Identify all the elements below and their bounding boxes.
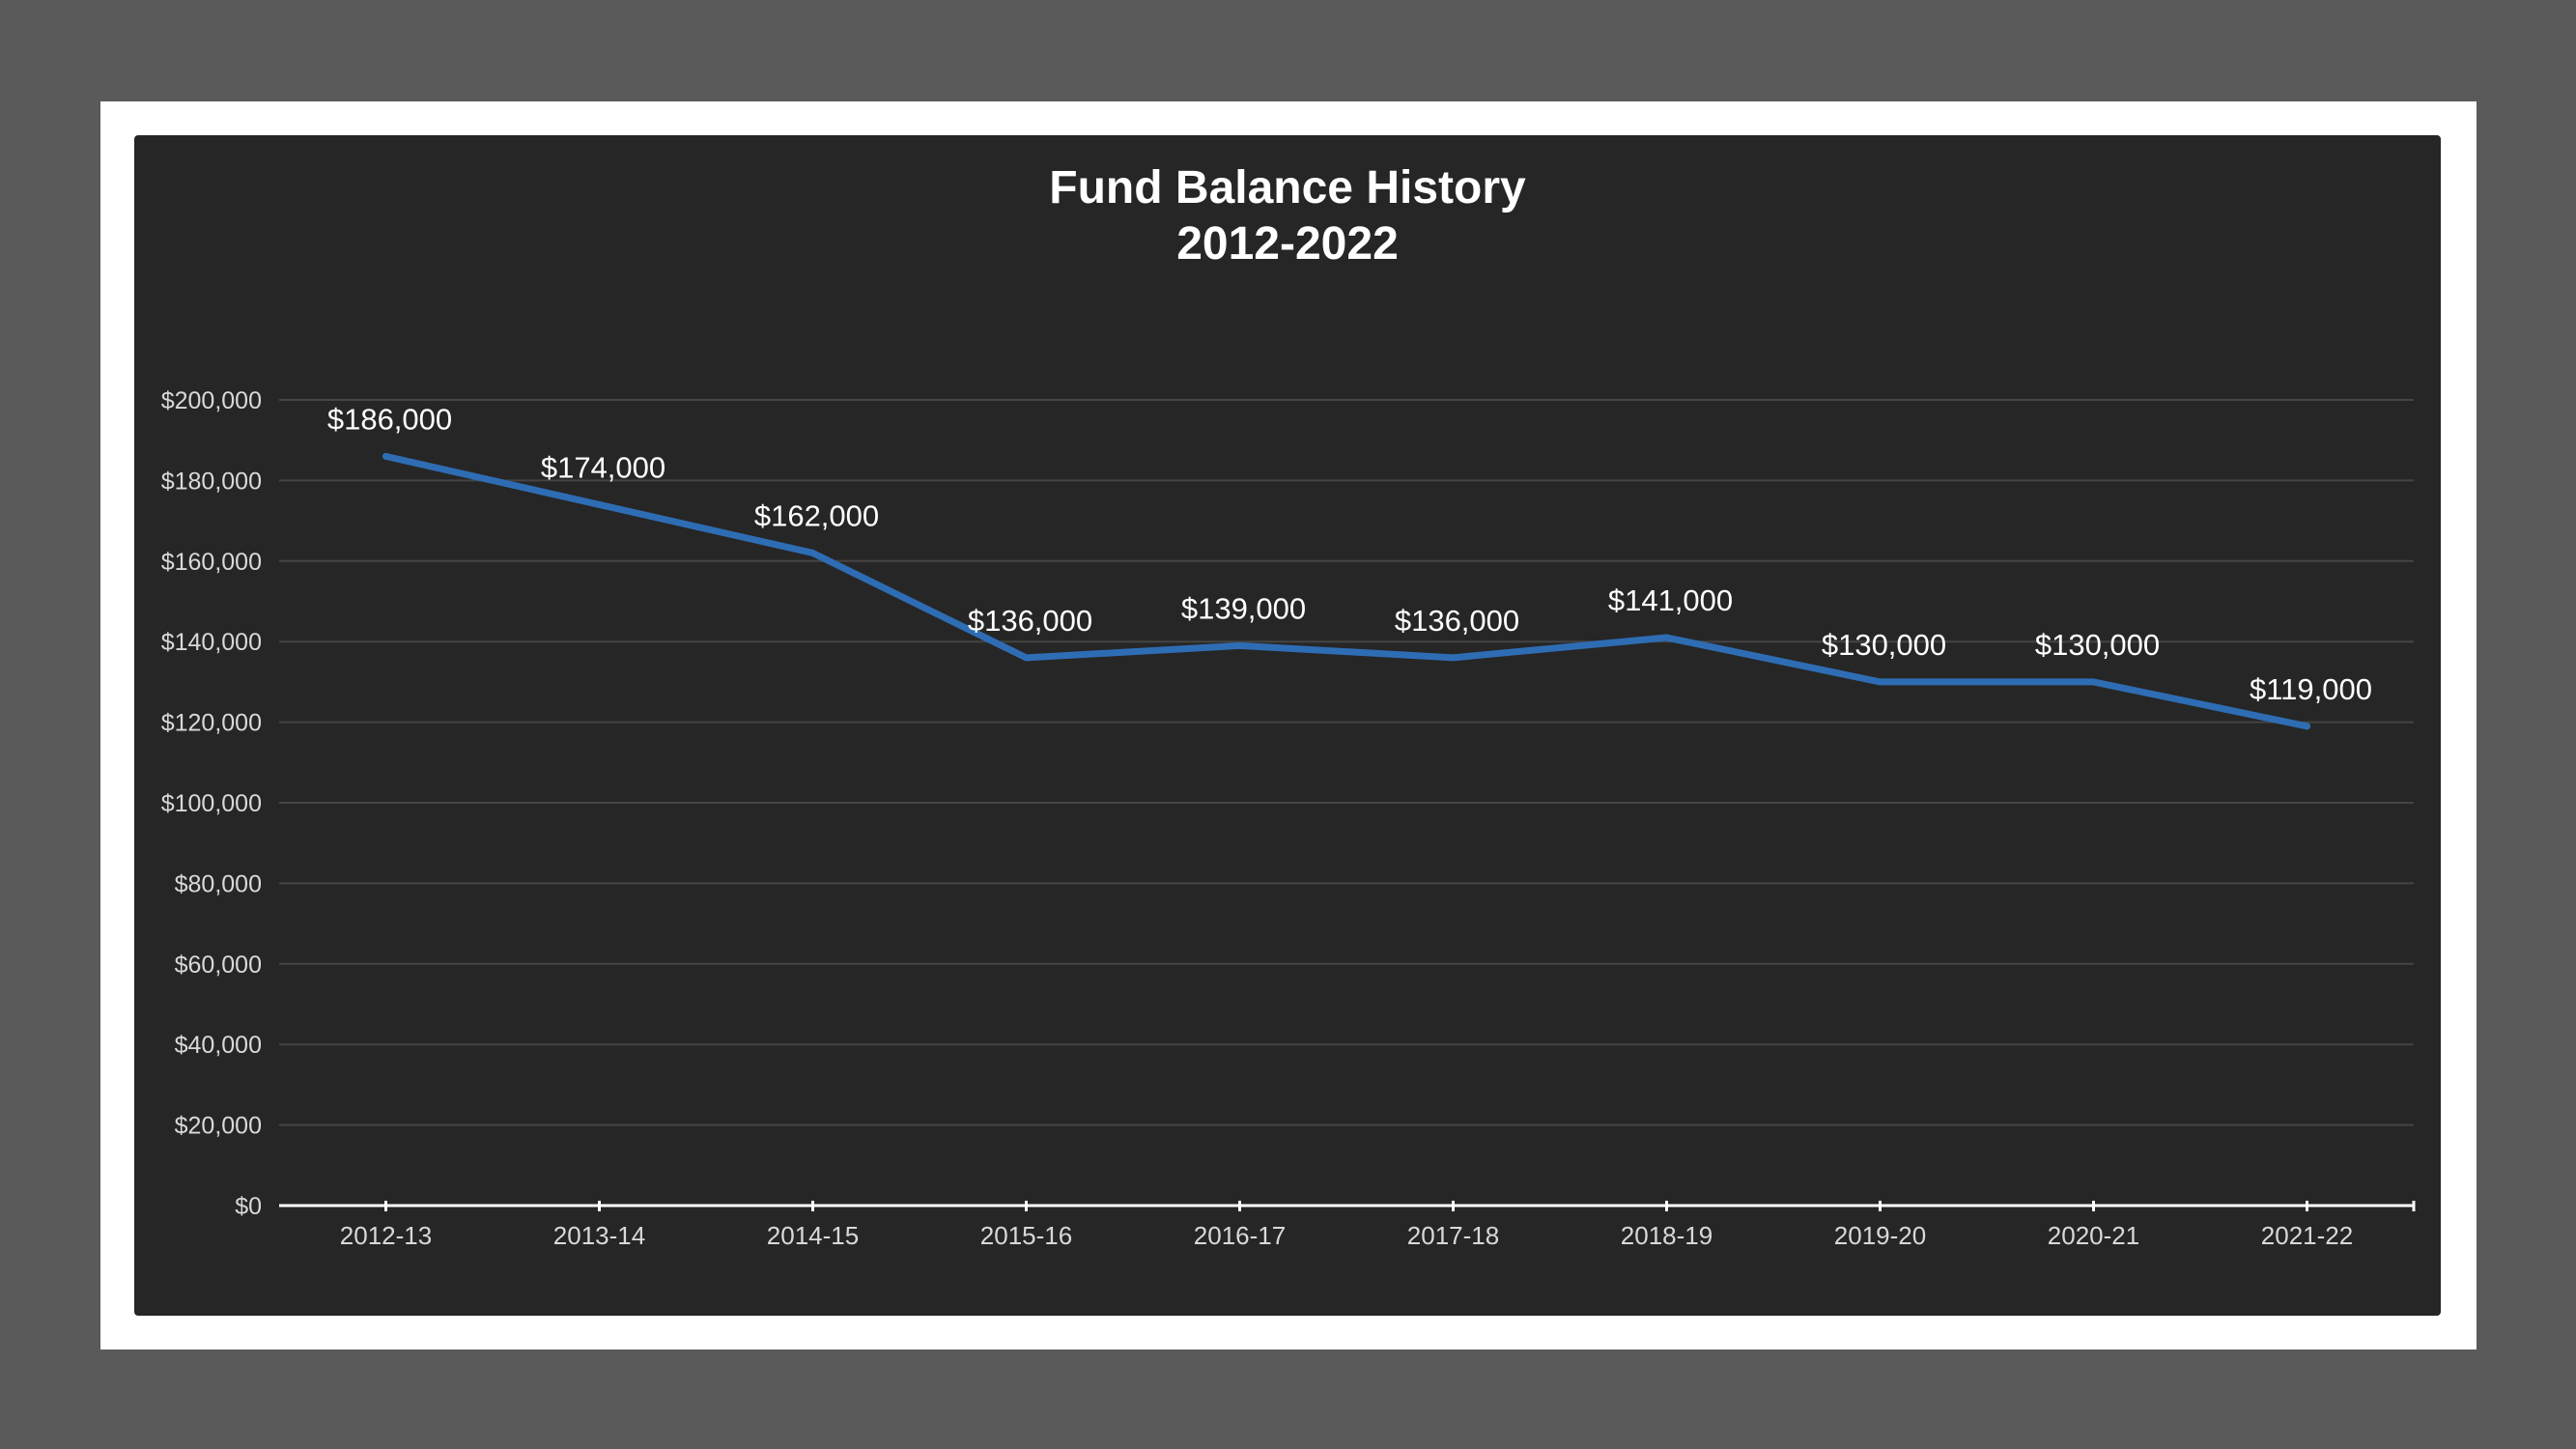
chart-title: Fund Balance History 2012-2022 (134, 160, 2441, 272)
chart-area: Fund Balance History 2012-2022 $0 $20,000… (134, 135, 2441, 1316)
x-tick-label: 2015-16 (980, 1221, 1072, 1250)
y-tick-label: $0 (235, 1193, 262, 1220)
x-tick-label: 2020-21 (2048, 1221, 2139, 1250)
x-tick-label: 2016-17 (1194, 1221, 1286, 1250)
data-point (596, 500, 603, 508)
x-tick-label: 2013-14 (553, 1221, 645, 1250)
y-tick-label: $40,000 (175, 1032, 262, 1059)
data-label: $141,000 (1608, 583, 1733, 617)
x-tick-label: 2019-20 (1834, 1221, 1926, 1250)
gridlines (279, 399, 2414, 1126)
data-point (1023, 654, 1030, 662)
chart-title-line2: 2012-2022 (1176, 218, 1399, 270)
data-label: $174,000 (541, 450, 665, 484)
data-label: $130,000 (2035, 628, 2160, 662)
y-tick-label: $20,000 (175, 1113, 262, 1140)
data-label: $186,000 (327, 402, 452, 436)
data-labels: $186,000 $174,000 $162,000 $136,000 $139,000… (327, 402, 2372, 705)
data-point (809, 549, 816, 556)
data-label: $139,000 (1181, 591, 1306, 625)
chart-title-line1: Fund Balance History (1049, 162, 1526, 213)
y-tick-label: $100,000 (161, 790, 262, 817)
page-frame: Fund Balance History 2012-2022 $0 $20,000… (100, 101, 2477, 1350)
series-layer (382, 452, 2310, 730)
x-tick-label: 2018-19 (1621, 1221, 1713, 1250)
x-tick-label: 2021-22 (2261, 1221, 2353, 1250)
data-label: $136,000 (968, 604, 1092, 638)
series-line (382, 452, 2310, 730)
data-point (2304, 723, 2310, 730)
y-tick-label: $60,000 (175, 952, 262, 979)
y-tick-label: $140,000 (161, 629, 262, 656)
y-tick-label: $180,000 (161, 468, 262, 495)
data-point (1236, 641, 1243, 649)
x-tick-label: 2017-18 (1407, 1221, 1499, 1250)
x-tick-label: 2012-13 (340, 1221, 432, 1250)
y-tick-label: $80,000 (175, 870, 262, 897)
data-point (1877, 678, 1883, 686)
y-tick-label: $160,000 (161, 549, 262, 576)
axes: $0 $20,000 $40,000 $60,000 $80,000 $100,000 $1… (161, 387, 2416, 1250)
data-point (1663, 634, 1670, 641)
data-label: $136,000 (1395, 604, 1519, 638)
y-tick-label: $120,000 (161, 710, 262, 737)
data-point (1450, 654, 1457, 662)
data-label: $119,000 (2250, 672, 2372, 706)
data-point (382, 452, 389, 460)
data-label: $162,000 (754, 498, 879, 532)
y-tick-label: $200,000 (161, 387, 262, 414)
data-point (2090, 678, 2097, 686)
line-chart: $0 $20,000 $40,000 $60,000 $80,000 $100,000 $1… (161, 387, 2416, 1250)
x-tick-label: 2014-15 (767, 1221, 859, 1250)
data-label: $130,000 (1822, 628, 1946, 662)
